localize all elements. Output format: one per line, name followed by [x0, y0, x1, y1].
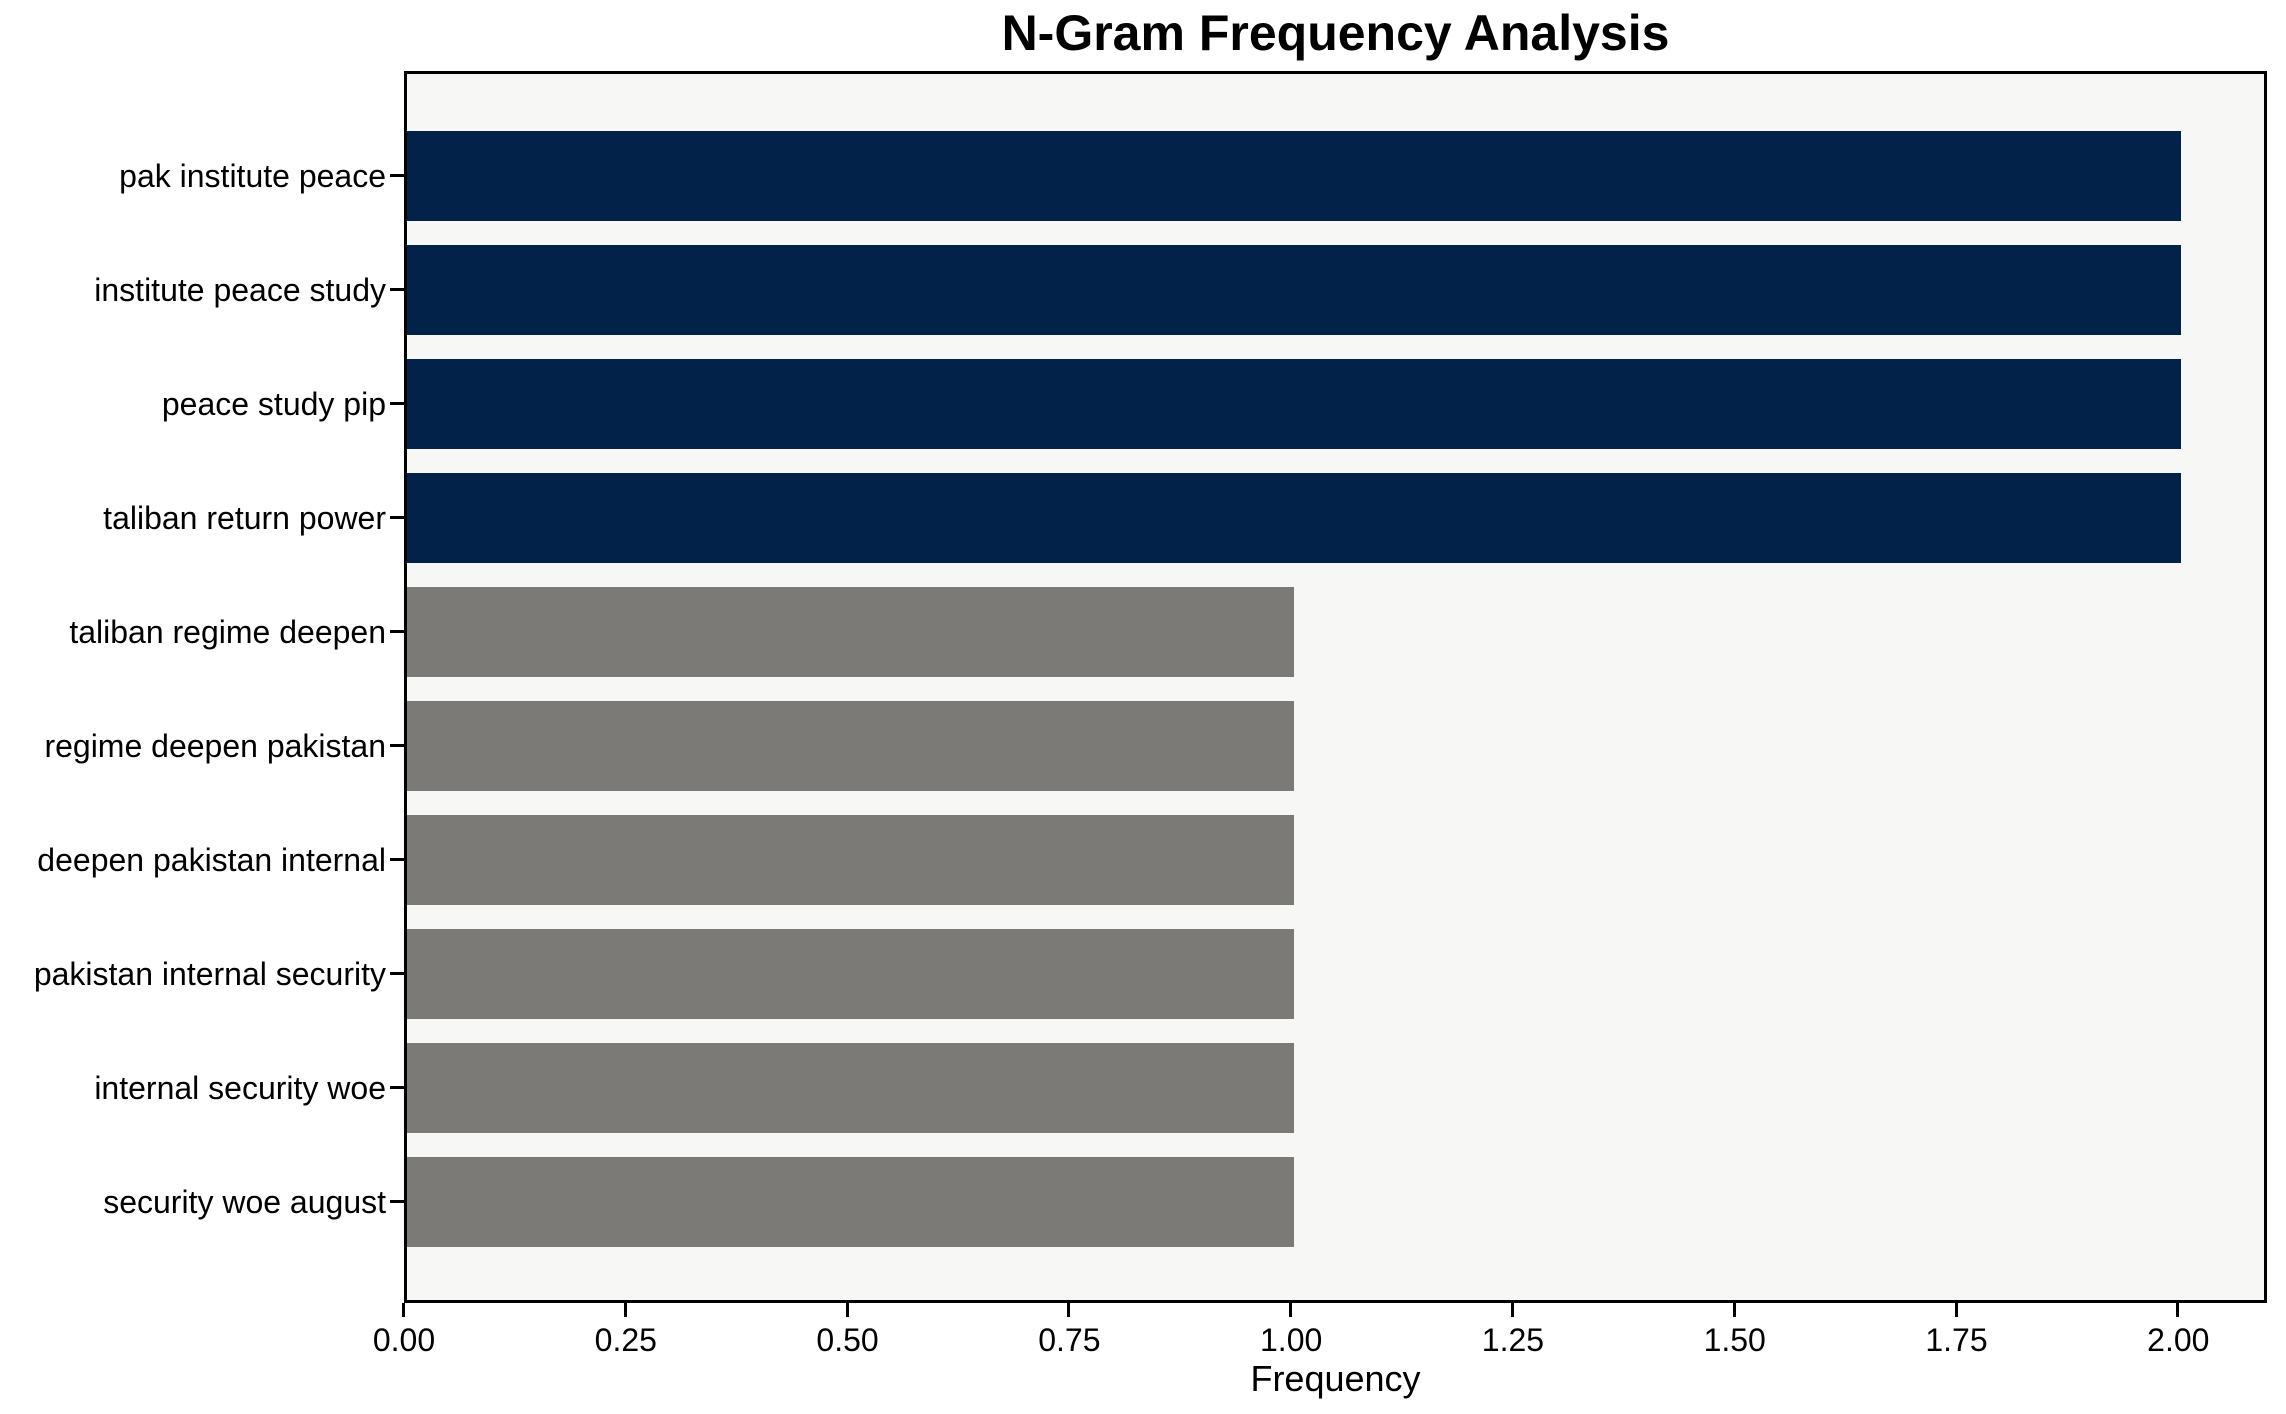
y-tick-label: taliban return power [103, 500, 386, 536]
bar [407, 473, 2181, 563]
x-tick-mark [1954, 1303, 1958, 1317]
bar [407, 1157, 1294, 1247]
bar [407, 245, 2181, 335]
x-tick-label: 1.00 [1260, 1322, 1323, 1358]
y-tick-mark [390, 630, 404, 633]
y-tick-mark [390, 402, 404, 405]
x-tick-mark [1510, 1303, 1514, 1317]
y-tick-label: internal security woe [94, 1070, 386, 1106]
y-tick-label: security woe august [103, 1184, 386, 1220]
x-tick-mark [1067, 1303, 1071, 1317]
bar [407, 929, 1294, 1019]
x-axis-label: Frequency [1250, 1358, 1421, 1399]
y-tick-mark [390, 1086, 404, 1089]
x-tick-mark [1732, 1303, 1736, 1317]
plot-area [404, 71, 2267, 1303]
y-tick-label: pak institute peace [119, 158, 386, 194]
y-tick-mark [390, 858, 404, 861]
x-tick-label: 2.00 [2147, 1322, 2210, 1358]
y-tick-label: taliban regime deepen [69, 614, 386, 650]
y-tick-mark [390, 1200, 404, 1203]
y-tick-mark [390, 972, 404, 975]
y-tick-label: pakistan internal security [33, 956, 386, 992]
x-tick-label: 0.75 [1038, 1322, 1101, 1358]
y-tick-label: institute peace study [94, 272, 386, 308]
y-tick-label: peace study pip [161, 386, 386, 422]
x-tick-label: 1.50 [1703, 1322, 1766, 1358]
x-tick-label: 1.75 [1925, 1322, 1988, 1358]
x-tick-mark [2176, 1303, 2180, 1317]
bar [407, 359, 2181, 449]
bar [407, 815, 1294, 905]
y-tick-mark [390, 516, 404, 519]
bar [407, 701, 1294, 791]
x-tick-mark [1289, 1303, 1293, 1317]
x-tick-mark [623, 1303, 627, 1317]
x-tick-label: 0.50 [816, 1322, 879, 1358]
x-tick-mark [845, 1303, 849, 1317]
y-tick-label: regime deepen pakistan [44, 728, 386, 764]
y-tick-label: deepen pakistan internal [37, 842, 386, 878]
y-tick-mark [390, 174, 404, 177]
chart-title: N-Gram Frequency Analysis [1001, 5, 1670, 61]
y-tick-mark [390, 744, 404, 747]
bar [407, 1043, 1294, 1133]
x-tick-mark [402, 1303, 405, 1317]
bar [407, 587, 1294, 677]
bar [407, 131, 2181, 221]
y-tick-mark [390, 288, 404, 291]
x-tick-label: 0.00 [372, 1322, 436, 1358]
x-tick-label: 0.25 [594, 1322, 657, 1358]
x-tick-label: 1.25 [1481, 1322, 1545, 1358]
